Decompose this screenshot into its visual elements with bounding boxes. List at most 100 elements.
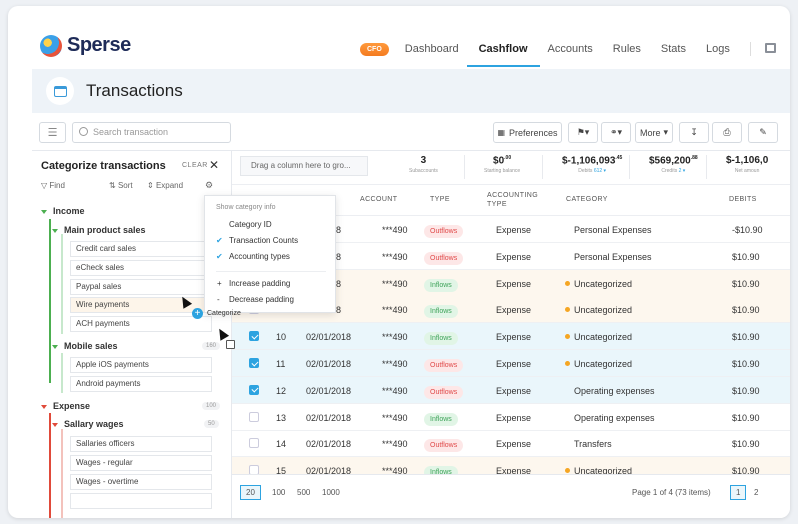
category-item[interactable]: Apple iOS payments xyxy=(70,357,212,373)
row-checkbox[interactable] xyxy=(249,411,259,422)
preferences-icon: ▦ xyxy=(497,128,506,137)
table-row[interactable]: 12 02/01/2018 ***490 Outflows Expense Operati… xyxy=(232,376,790,404)
summary-extra-count[interactable]: 2 ▾ xyxy=(678,168,686,175)
row-category[interactable]: Transfers xyxy=(574,439,612,450)
page-size-option[interactable]: 500 xyxy=(297,488,311,497)
close-icon[interactable]: ✕ xyxy=(209,158,220,172)
category-item[interactable]: Android payments xyxy=(70,376,212,392)
row-checkbox[interactable] xyxy=(249,384,259,395)
tree-group-sallary-wages[interactable]: Sallary wages xyxy=(52,419,124,429)
column-header-accounting-type[interactable]: ACCOUNTING TYPE xyxy=(487,192,539,208)
summary-value: $0 xyxy=(493,155,505,167)
preferences-button[interactable]: ▦ Preferences xyxy=(493,122,562,143)
nav-link-cashflow[interactable]: Cashflow xyxy=(466,43,540,67)
table-row[interactable]: 10 02/01/2018 ***490 Inflows Expense Uncatego… xyxy=(232,323,790,351)
row-debit: $10.90 xyxy=(732,251,760,262)
transactions-grid: Drag a column here to gro... 3 Subaccount… xyxy=(232,151,790,518)
nav-link-rules[interactable]: Rules xyxy=(612,43,641,55)
print-button[interactable]: ⎙ xyxy=(712,122,742,143)
clear-button[interactable]: CLEAR xyxy=(182,162,208,169)
chat-icon[interactable] xyxy=(764,43,777,55)
row-category[interactable]: Uncategorized xyxy=(574,466,633,477)
row-debit: -$10.90 xyxy=(732,225,763,235)
row-category[interactable]: Personal Expenses xyxy=(574,225,652,235)
row-account: ***490 xyxy=(382,225,408,235)
column-header-account[interactable]: ACCOUNT xyxy=(360,196,398,203)
tree-group-expense[interactable]: Expense xyxy=(41,401,90,411)
expand-button[interactable]: ⇕ Expand xyxy=(147,181,183,190)
caret-down-icon xyxy=(52,344,58,349)
nav-link-dashboard[interactable]: Dashboard xyxy=(404,43,459,55)
category-item[interactable] xyxy=(70,493,212,509)
settings-icon[interactable]: ⚙ xyxy=(205,180,214,190)
row-category[interactable]: Uncategorized xyxy=(574,359,633,369)
menu-action-increase-padding[interactable]: Increase padding xyxy=(229,279,291,288)
category-item[interactable]: Wages - overtime xyxy=(70,474,212,490)
row-category[interactable]: Operating expenses xyxy=(574,412,655,423)
filter-toggle-button[interactable]: ☰ xyxy=(39,122,66,143)
row-accounting-type: Expense xyxy=(496,385,532,396)
group-label: Income xyxy=(53,206,85,216)
tag-dropdown-button[interactable]: ⚭▾ xyxy=(601,122,631,143)
column-header-category[interactable]: CATEGORY xyxy=(566,196,608,203)
category-item[interactable]: Wire payments xyxy=(70,297,212,313)
logo[interactable]: Sperse xyxy=(40,34,131,57)
tree-group-income[interactable]: Income xyxy=(41,206,85,216)
row-category[interactable]: Operating expenses xyxy=(574,385,655,396)
table-row[interactable]: 11 02/01/2018 ***490 Outflows Expense Uncateg… xyxy=(232,350,790,377)
row-checkbox[interactable] xyxy=(249,331,259,342)
summary-extra-count[interactable]: 612 ▾ xyxy=(593,168,607,175)
category-item[interactable]: Sallaries officers xyxy=(70,436,212,452)
row-debit: $10.90 xyxy=(732,439,760,450)
row-checkbox[interactable] xyxy=(249,438,259,449)
mobile-tree-line xyxy=(61,353,63,393)
menu-option-transaction-counts[interactable]: Transaction Counts xyxy=(229,236,299,245)
column-header-type[interactable]: TYPE xyxy=(430,196,450,203)
page-size-option[interactable]: 20 xyxy=(240,485,261,500)
row-category[interactable]: Uncategorized xyxy=(574,305,633,316)
menu-option-accounting-types[interactable]: Accounting types xyxy=(229,252,290,261)
type-badge: Outflows xyxy=(424,385,464,399)
row-category[interactable]: Uncategorized xyxy=(574,332,633,343)
cfo-badge[interactable]: CFO xyxy=(360,42,389,56)
category-item[interactable]: eCheck sales xyxy=(70,260,212,276)
category-item[interactable]: Wages - regular xyxy=(70,455,212,471)
menu-action-decrease-padding[interactable]: Decrease padding xyxy=(229,295,294,304)
type-badge: Outflows xyxy=(424,251,464,265)
row-category[interactable]: Uncategorized xyxy=(574,278,633,289)
category-item[interactable]: ACH payments xyxy=(70,316,212,332)
category-item[interactable]: Credit card sales xyxy=(70,241,212,257)
row-category[interactable]: Personal Expenses xyxy=(574,251,652,262)
more-dropdown-button[interactable]: More ▾ xyxy=(635,122,673,143)
category-item[interactable]: Paypal sales xyxy=(70,279,212,295)
top-navigation: Sperse CFO Dashboard Cashflow Accounts Rule… xyxy=(8,6,790,68)
tree-group-mobile-sales[interactable]: Mobile sales xyxy=(52,341,118,351)
menu-option-category-id[interactable]: Category ID xyxy=(229,220,272,229)
page-button[interactable]: 2 xyxy=(754,488,759,497)
sort-button[interactable]: ⇅ Sort xyxy=(109,181,133,190)
page-button[interactable]: 1 xyxy=(730,485,747,500)
summary-label: Starting balance xyxy=(484,168,521,175)
expand-icon: ⇕ xyxy=(147,181,154,190)
tree-group-main-product-sales[interactable]: Main product sales xyxy=(52,225,146,235)
download-button[interactable]: ↧ xyxy=(679,122,709,143)
flag-dropdown-button[interactable]: ⚑▾ xyxy=(568,122,598,143)
type-badge: Inflows xyxy=(424,278,458,292)
column-header-debits[interactable]: DEBITS xyxy=(729,196,757,203)
table-row[interactable]: 13 02/01/2018 ***490 Inflows Expense Operatin… xyxy=(232,404,790,431)
checkmark-icon: ✔ xyxy=(216,252,223,261)
row-date: 02/01/2018 xyxy=(306,439,352,450)
logo-text: Sperse xyxy=(67,34,131,56)
group-drop-zone[interactable]: Drag a column here to gro... xyxy=(240,156,368,176)
find-button[interactable]: ▽ Find xyxy=(41,181,65,190)
nav-link-accounts[interactable]: Accounts xyxy=(547,43,593,55)
row-checkbox[interactable] xyxy=(249,358,259,368)
table-row[interactable]: 14 02/01/2018 ***490 Outflows Expense Transfe… xyxy=(232,430,790,458)
nav-link-stats[interactable]: Stats xyxy=(660,43,686,55)
search-input[interactable]: Search transaction xyxy=(72,122,231,143)
nav-link-logs[interactable]: Logs xyxy=(705,43,730,55)
page-size-option[interactable]: 1000 xyxy=(322,488,340,497)
notes-button[interactable]: ✎ xyxy=(748,122,778,143)
page-size-option[interactable]: 100 xyxy=(272,488,286,497)
notes-icon: ✎ xyxy=(759,127,767,137)
